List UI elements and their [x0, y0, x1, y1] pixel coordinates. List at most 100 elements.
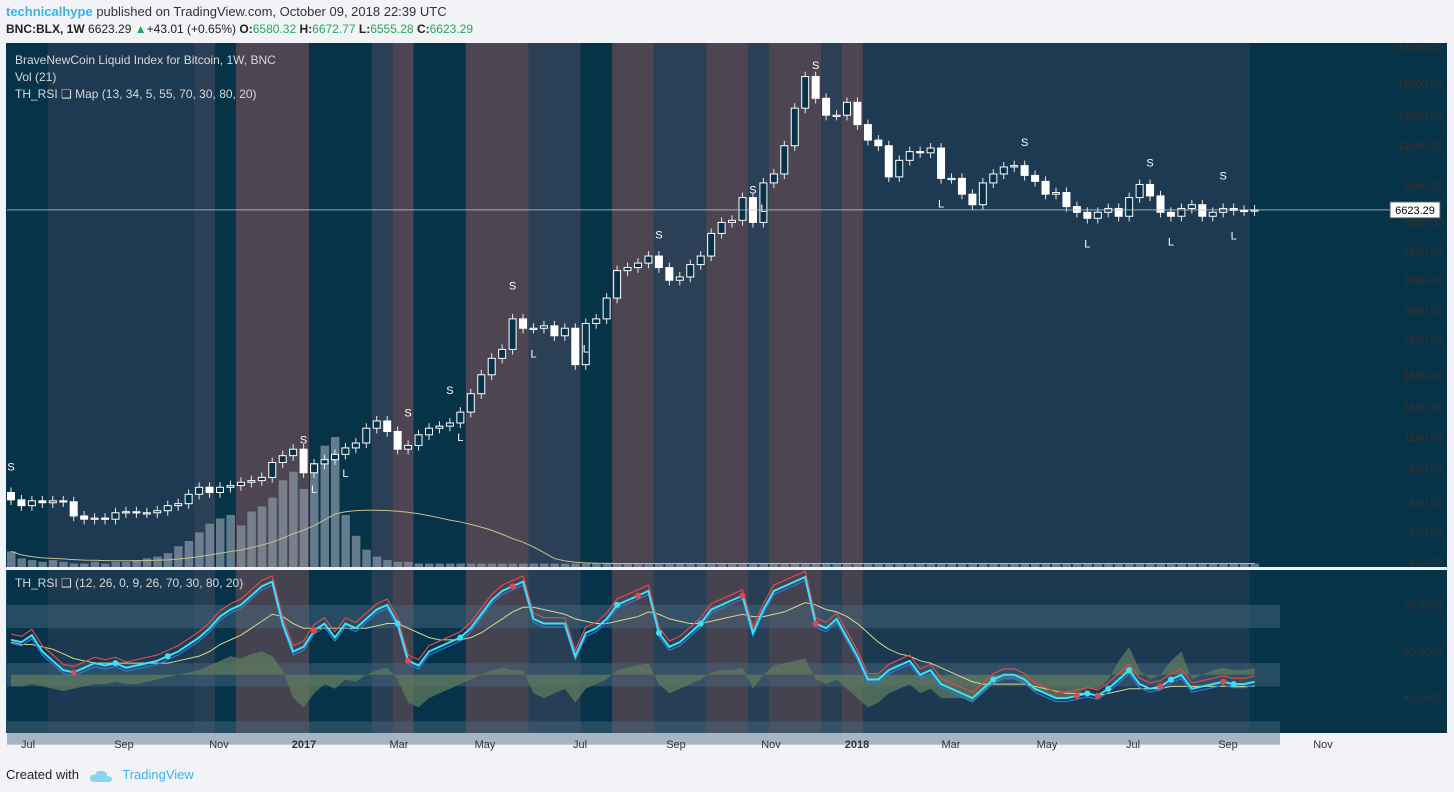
volume-bar — [216, 518, 225, 567]
candle — [111, 507, 120, 525]
high-label: H: — [299, 22, 313, 36]
cross-down-dot — [1157, 683, 1164, 690]
candle-body-up — [414, 434, 423, 446]
buy-signal-marker: L — [760, 203, 766, 215]
volume-bar — [560, 563, 570, 567]
time-tick-label: Jul — [21, 739, 35, 751]
price-tick-label: 660.00 — [1409, 497, 1443, 509]
price-tick-label: 6000.00 — [1403, 217, 1443, 229]
regime-band-osc — [371, 570, 393, 733]
candle-body-down — [299, 448, 308, 474]
volume-bar — [1156, 563, 1165, 567]
candle-body-down — [937, 147, 946, 179]
candle — [1010, 160, 1019, 173]
candle — [863, 119, 872, 146]
oscillator-zone — [7, 721, 1280, 745]
candle — [435, 421, 444, 434]
buy-signal-marker: L — [1084, 238, 1090, 250]
volume-bar — [822, 563, 831, 567]
publish-info: technicalhype published on TradingView.c… — [6, 4, 447, 19]
volume-bar — [686, 563, 695, 567]
candle — [978, 177, 987, 210]
candle — [383, 415, 392, 437]
candle-body-down — [519, 318, 528, 329]
volume-bar — [1177, 563, 1186, 567]
volume-bar — [320, 445, 329, 567]
volume-bar — [1020, 563, 1030, 567]
candle-body-down — [1041, 180, 1050, 195]
candles — [7, 71, 1259, 525]
background-bands — [6, 43, 1250, 733]
candle-body-up — [759, 182, 768, 223]
candle-body-up — [905, 151, 914, 161]
candle — [414, 429, 423, 451]
candle — [310, 458, 319, 478]
volume-bar — [257, 506, 267, 567]
cross-up-dot — [1105, 685, 1112, 692]
candle — [163, 500, 172, 516]
volume-bar — [111, 561, 120, 567]
close-value: 6623.29 — [429, 22, 473, 36]
candle-body-up — [1135, 183, 1144, 199]
candle — [769, 169, 778, 189]
candle-body-down — [916, 151, 925, 154]
candle — [665, 262, 674, 286]
candle — [926, 143, 935, 158]
volume-bar — [205, 523, 215, 567]
author-link[interactable]: technicalhype — [6, 4, 93, 19]
volume-bar — [27, 560, 37, 567]
volume-bar — [341, 515, 350, 567]
candle-body-up — [278, 455, 287, 464]
volume-bars — [7, 437, 1260, 567]
volume-ma-line — [10, 509, 1255, 565]
volume-bar — [769, 563, 779, 567]
volume-bar — [895, 563, 904, 567]
candle-body-down — [957, 177, 966, 195]
volume-bar — [226, 515, 235, 567]
candle-body-down — [383, 420, 392, 432]
price-value: 6623.29 — [88, 22, 132, 36]
volume-bar — [843, 563, 852, 567]
regime-band-osc — [309, 570, 372, 733]
tradingview-link[interactable]: TradingView — [122, 767, 194, 782]
candle — [937, 143, 946, 184]
candle — [874, 135, 883, 151]
cross-down-dot — [1073, 692, 1080, 699]
candle — [707, 228, 716, 262]
candle-body-up — [895, 159, 904, 178]
oscillator-histogram — [11, 646, 1255, 708]
candle-body-down — [7, 491, 15, 501]
chart-canvas[interactable]: 24000.00 18000.00 14000.00 11000.00 8000.00 6… — [0, 40, 1454, 762]
candle-body-down — [571, 327, 580, 366]
volume-bar — [132, 560, 141, 567]
volume-bar — [1083, 563, 1092, 567]
regime-band-osc — [580, 570, 613, 733]
candle — [968, 189, 977, 210]
candle-body-down — [968, 193, 977, 206]
candle-body-down — [1114, 207, 1123, 217]
candle — [289, 444, 298, 461]
regime-band-osc — [413, 570, 466, 733]
regime-band-osc — [6, 570, 48, 733]
candle-body-down — [393, 430, 402, 450]
cross-up-dot — [1167, 676, 1174, 683]
volume-bar — [498, 563, 507, 567]
regime-band-osc — [392, 570, 414, 733]
tradingview-logo-icon — [89, 770, 112, 782]
candle-body-up — [445, 422, 454, 427]
up-arrow-icon: ▲ — [134, 22, 147, 36]
price-tick-label: 1800.00 — [1403, 370, 1443, 382]
volume-bar — [1187, 563, 1197, 567]
candle-body-up — [27, 500, 36, 507]
buy-signal-marker: L — [457, 432, 463, 444]
oscillator-title: TH_RSI ❑ (12, 26, 0, 9, 26, 70, 30, 80, … — [15, 576, 243, 590]
cross-down-dot — [1094, 692, 1101, 699]
volume-bar — [456, 563, 465, 567]
regime-band-main — [528, 43, 581, 567]
candle-body-up — [1125, 197, 1134, 217]
time-tick-label: Jul — [1126, 739, 1140, 751]
candle-body-up — [330, 453, 339, 461]
time-tick-label: May — [1037, 739, 1058, 751]
volume-bar — [121, 561, 131, 567]
volume-bar — [550, 563, 559, 567]
